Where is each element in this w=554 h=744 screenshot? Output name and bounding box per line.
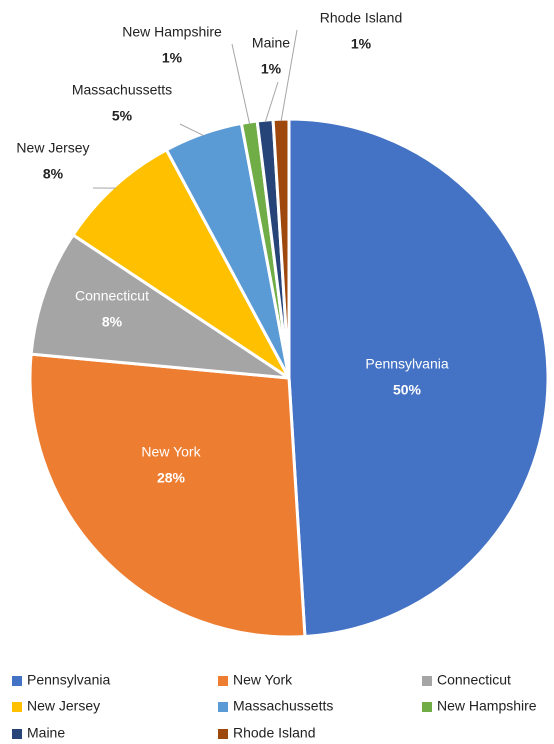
slice-label: Massachussetts: [72, 82, 172, 98]
legend-label: Rhode Island: [233, 725, 316, 741]
slice-label: Connecticut: [75, 288, 149, 304]
legend-swatch: [218, 729, 228, 739]
leader-line: [264, 81, 279, 123]
slice-value-label: 1%: [351, 36, 372, 52]
slice-label: New Jersey: [16, 140, 89, 156]
slice: [71, 147, 291, 380]
leader-line: [280, 29, 298, 122]
legend-label: New Jersey: [27, 698, 100, 714]
slice-value-label: 50%: [393, 382, 422, 398]
legend-swatch: [422, 702, 432, 712]
legend-label: Massachussetts: [233, 698, 333, 714]
legend-label: New York: [233, 672, 293, 688]
legend-swatch: [12, 702, 22, 712]
legend-swatch: [218, 676, 228, 686]
slice-value-label: 8%: [43, 166, 64, 182]
slice: [28, 352, 307, 639]
slice-label: Pennsylvania: [365, 356, 448, 372]
slice: [29, 232, 290, 380]
slice: [287, 117, 550, 639]
legend-swatch: [12, 676, 22, 686]
slice-label: New Hampshire: [122, 24, 222, 40]
leader-line: [179, 123, 204, 137]
slice-label: Maine: [252, 35, 290, 51]
legend-label: Maine: [27, 725, 65, 741]
slice-value-label: 28%: [157, 470, 186, 486]
legend-label: Connecticut: [437, 672, 511, 688]
legend-swatch: [218, 702, 228, 712]
slice-label: Rhode Island: [320, 10, 403, 26]
slice-label: New York: [141, 444, 201, 460]
slice-value-label: 5%: [112, 108, 133, 124]
legend-swatch: [12, 729, 22, 739]
legend-label: Pennsylvania: [27, 672, 110, 688]
slice-value-label: 1%: [261, 61, 282, 77]
legend-swatch: [422, 676, 432, 686]
slice-value-label: 8%: [102, 314, 123, 330]
leader-line: [231, 43, 251, 125]
slice-value-label: 1%: [162, 50, 183, 66]
legend-label: New Hampshire: [437, 698, 537, 714]
